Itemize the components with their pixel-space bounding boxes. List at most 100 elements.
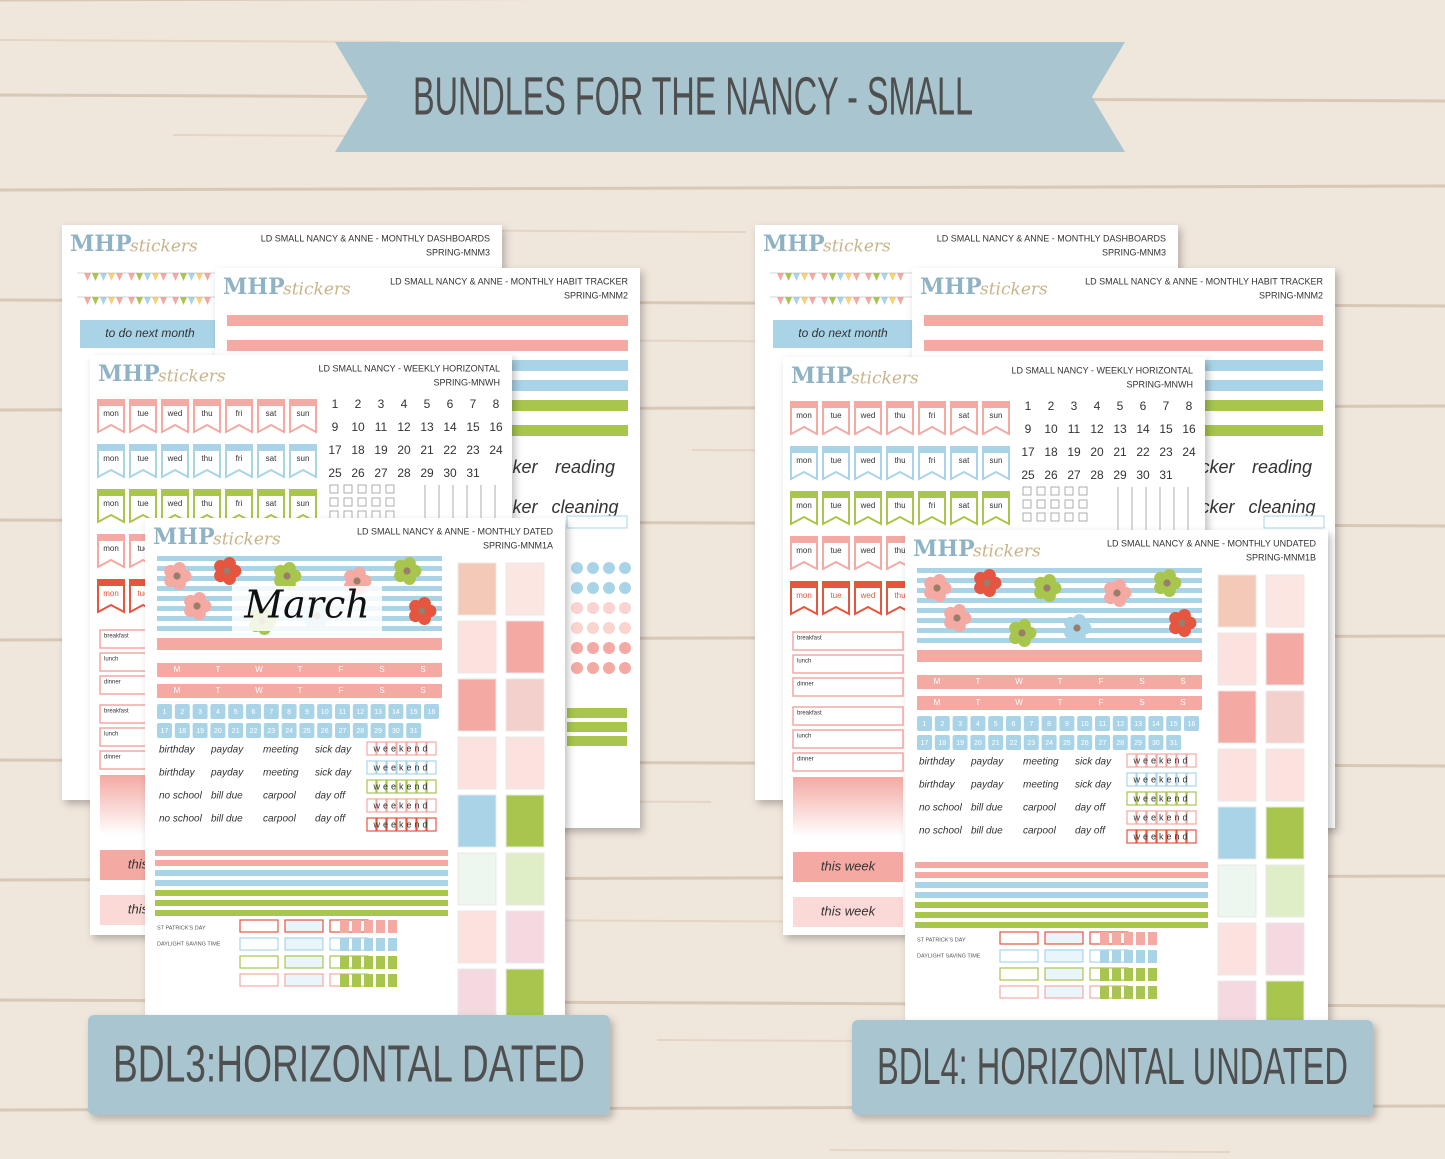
- this-week-box: [793, 897, 903, 927]
- date-sticker-number: 2: [180, 709, 184, 716]
- meal-label: dinner: [104, 680, 121, 686]
- day-label: tue: [830, 501, 842, 510]
- date-number: 23: [1159, 445, 1173, 459]
- this-week-text: this week: [821, 858, 877, 873]
- dot-sticker: [587, 562, 599, 574]
- flower-petal: [1018, 618, 1031, 632]
- date-number: 27: [374, 466, 388, 480]
- date-number: 8: [493, 397, 500, 411]
- check-box: [1050, 512, 1060, 522]
- word-sticker: birthday: [159, 768, 196, 779]
- weekday-letter: T: [216, 665, 221, 674]
- flower-center: [223, 567, 231, 575]
- mini-flag: [1100, 950, 1109, 963]
- label-box: [1044, 985, 1084, 999]
- meal-label: lunch: [104, 732, 118, 738]
- day-flag-top: [951, 402, 977, 408]
- date-sticker: [1006, 735, 1021, 750]
- bunting-flag: [160, 273, 167, 281]
- bunting-flag: [116, 273, 123, 281]
- date-sticker-number: 15: [410, 709, 418, 716]
- date-sticker-number: 28: [1116, 740, 1124, 747]
- date-number: 11: [375, 420, 388, 434]
- date-sticker-number: 8: [287, 709, 291, 716]
- side-sticker: [1265, 864, 1305, 918]
- flower-petal: [1104, 591, 1117, 605]
- flower-petal: [223, 556, 236, 570]
- washi-stripe: [924, 315, 1323, 326]
- bunting-flag: [100, 273, 107, 281]
- date-number: 29: [420, 466, 434, 480]
- mini-flag: [1112, 986, 1121, 999]
- flower-petal: [953, 603, 966, 617]
- date-sticker-number: 23: [1027, 740, 1035, 747]
- weekend-text: weekend: [1132, 812, 1190, 822]
- day-flag-top: [855, 492, 881, 498]
- flower-petal: [933, 573, 946, 587]
- day-flag-top: [823, 537, 849, 543]
- weekend-flag: [396, 779, 407, 794]
- dot-sticker: [619, 602, 631, 614]
- event-text: ST PATRICK'S DAY: [917, 937, 966, 943]
- dot-sticker: [603, 562, 615, 574]
- side-sticker: [457, 562, 497, 616]
- side-sticker: [1217, 690, 1257, 744]
- date-sticker: [1077, 716, 1093, 731]
- date-sticker-number: 26: [321, 728, 329, 735]
- day-flag-top: [130, 400, 156, 406]
- date-sticker-number: 8: [1047, 721, 1051, 728]
- mini-flag: [1112, 968, 1121, 981]
- date-number: 4: [1094, 399, 1101, 413]
- wood-grain: [0, 39, 401, 43]
- day-flag-top: [791, 582, 817, 588]
- date-sticker-number: 29: [374, 728, 382, 735]
- date-sticker-number: 11: [339, 709, 346, 716]
- day-flag-top: [194, 490, 220, 496]
- header-stripe: [917, 638, 1202, 643]
- flower-petal: [1163, 568, 1176, 582]
- side-sticker: [457, 794, 497, 848]
- label-box: [999, 985, 1039, 999]
- date-sticker-number: 23: [267, 728, 275, 735]
- bunting-flag: [801, 273, 808, 281]
- weekend-flag: [1136, 829, 1147, 844]
- day-label: wed: [167, 499, 183, 508]
- date-sticker-number: 27: [1099, 740, 1107, 747]
- weekend-flag: [406, 798, 417, 813]
- check-box: [1078, 512, 1088, 522]
- flower-petal: [974, 581, 987, 595]
- weekend-flag: [1176, 791, 1187, 806]
- dot-sticker: [603, 582, 615, 594]
- weekend-flag: [1176, 753, 1187, 768]
- side-sticker: [505, 794, 545, 848]
- weekend-flag: [1136, 753, 1147, 768]
- weekend-flag: [416, 798, 427, 813]
- date-sticker-number: 6: [1012, 721, 1016, 728]
- weekday-letter: S: [379, 665, 384, 674]
- date-sticker-number: 9: [305, 709, 309, 716]
- weekend-flag: [416, 817, 427, 832]
- day-flag-top: [130, 445, 156, 451]
- bunting-flag: [128, 273, 135, 281]
- dot-sticker: [619, 662, 631, 674]
- meal-label: breakfast: [797, 636, 822, 642]
- date-number: 26: [351, 466, 365, 480]
- weekend-flag: [406, 817, 417, 832]
- date-sticker-number: 7: [269, 709, 273, 716]
- date-sticker-number: 5: [234, 709, 238, 716]
- date-sticker: [1059, 735, 1075, 750]
- dot-sticker: [619, 582, 631, 594]
- mini-flag: [1148, 986, 1157, 999]
- word-sticker: no school: [159, 791, 203, 802]
- date-sticker: [352, 723, 368, 738]
- sheet-code: SPRING-MNM3: [1102, 247, 1166, 257]
- flower-petal: [1073, 613, 1086, 627]
- weekday-letter: S: [379, 686, 384, 695]
- date-sticker: [917, 716, 932, 731]
- weekend-flag: [1126, 791, 1137, 806]
- flower-petal: [1178, 608, 1191, 622]
- day-label: mon: [103, 409, 119, 418]
- bunting-flag: [897, 297, 904, 305]
- bunting-flag: [845, 273, 852, 281]
- weekend-flag: [386, 741, 397, 756]
